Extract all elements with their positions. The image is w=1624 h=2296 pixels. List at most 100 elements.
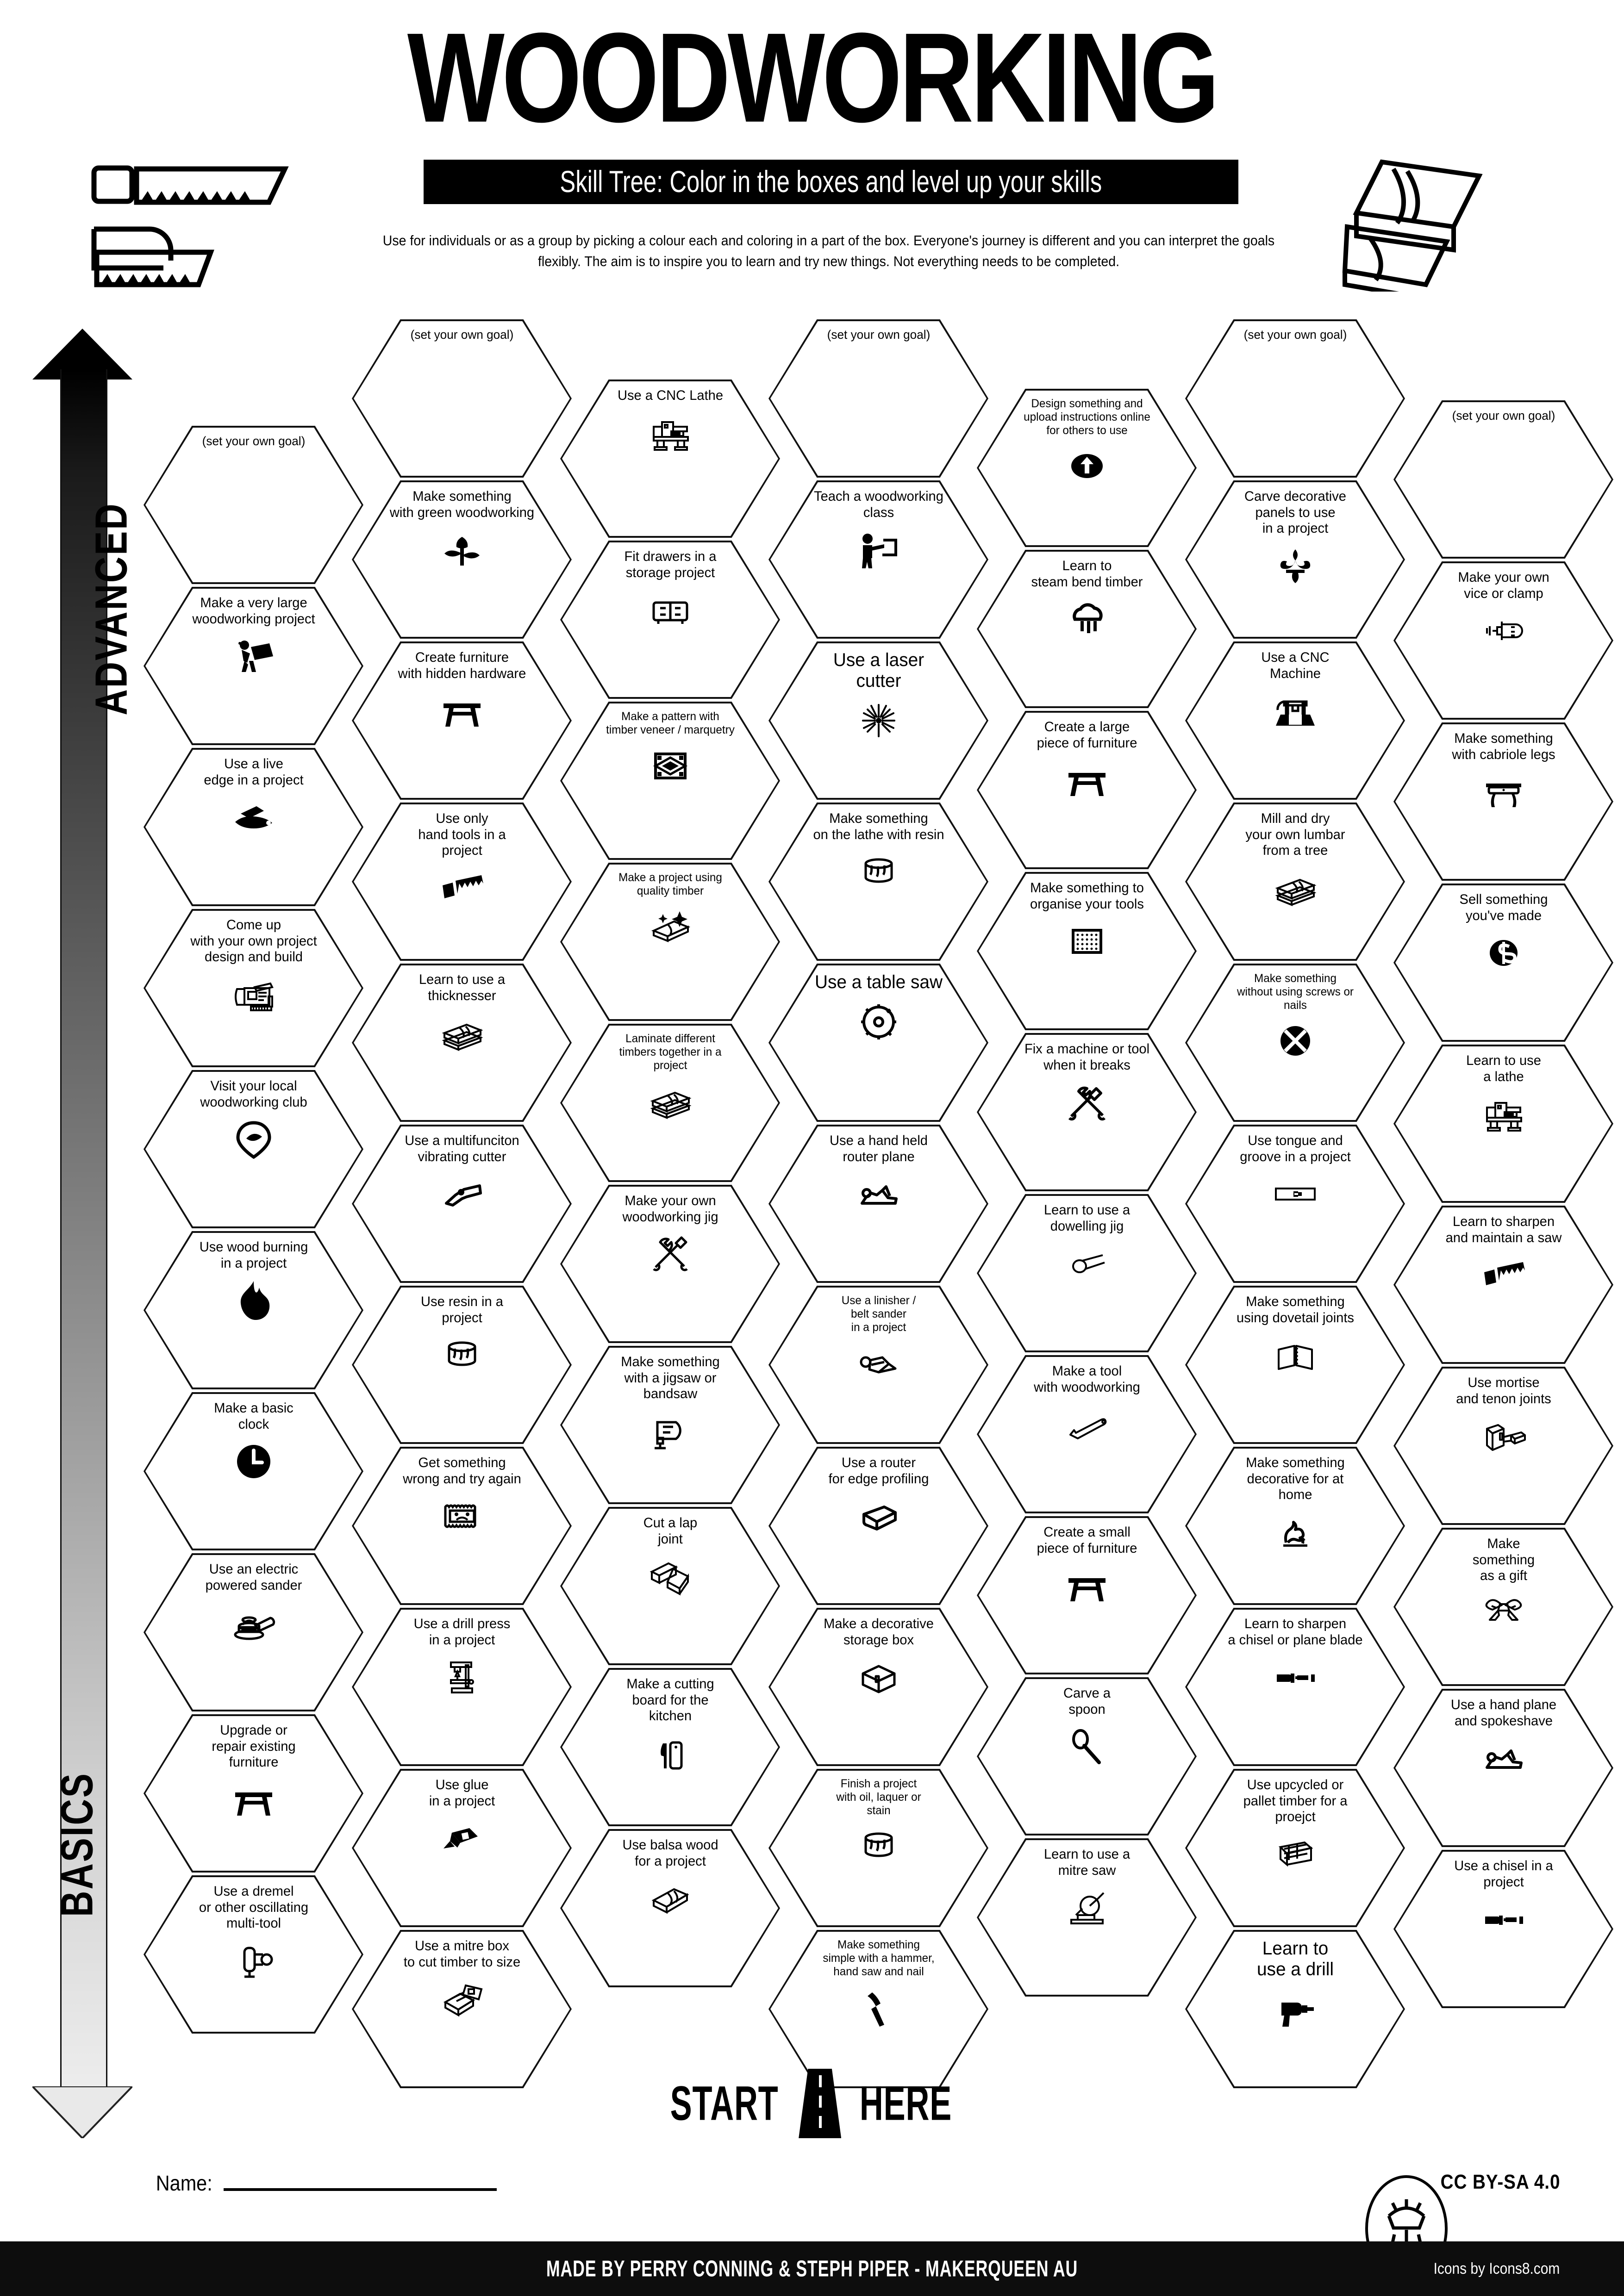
skill-hex[interactable]: Make something using dovetail joints — [1185, 1286, 1405, 1444]
skill-hex[interactable]: Use a table saw — [768, 964, 988, 1122]
skill-hex[interactable]: Make a tool with woodworking — [977, 1355, 1197, 1513]
skill-hex[interactable]: (set your own goal) — [352, 319, 572, 478]
skill-hex[interactable]: Mill and dry your own lumbar from a tree — [1185, 803, 1405, 961]
skill-label: Finish a project with oil, laquer or stain — [836, 1777, 921, 1817]
skill-hex[interactable]: Come up with your own project design and b… — [144, 909, 363, 1067]
skill-hex[interactable]: Make something to organise your tools — [977, 872, 1197, 1030]
skill-hex[interactable]: Use a multifunciton vibrating cutter — [352, 1125, 572, 1283]
skill-hex[interactable]: Create furniture with hidden hardware — [352, 641, 572, 800]
skill-hex[interactable]: Design something and upload instructions … — [977, 389, 1197, 547]
skill-hex[interactable]: Get something wrong and try again — [352, 1447, 572, 1605]
skill-hex[interactable]: Fit drawers in a storage project — [560, 541, 780, 699]
skill-label: Teach a woodworking class — [813, 489, 943, 520]
skill-hex[interactable]: Make something with cabriole legs — [1393, 722, 1613, 881]
skill-hex[interactable]: Learn to use a mitre saw — [977, 1838, 1197, 1997]
skill-hex[interactable]: Fix a machine or tool when it breaks — [977, 1033, 1197, 1191]
skill-label: Make a very large woodworking project — [192, 595, 315, 627]
skill-hex[interactable]: Make something with a jigsaw or bandsaw — [560, 1346, 780, 1504]
skill-hex[interactable]: Teach a woodworking class — [768, 480, 988, 639]
skill-hex[interactable]: Carve decorative panels to use in a projec… — [1185, 480, 1405, 639]
skill-hex[interactable]: Use resin in a project — [352, 1286, 572, 1444]
skill-hex[interactable]: Finish a project with oil, laquer or stain — [768, 1769, 988, 1927]
hex-content: Create a small piece of furniture — [977, 1516, 1197, 1674]
skill-hex[interactable]: Make something simple with a hammer, hand … — [768, 1930, 988, 2088]
skill-hex[interactable]: Use a router for edge profiling — [768, 1447, 988, 1605]
hex-content: Make a decorative storage box — [768, 1608, 988, 1766]
skill-hex[interactable]: Learn to sharpen and maintain a saw — [1393, 1206, 1613, 1364]
skill-hex[interactable]: Use a live edge in a project — [144, 748, 363, 906]
hex-content: Use an electric powered sander — [144, 1553, 363, 1711]
skill-hex[interactable]: Learn to use a lathe — [1393, 1045, 1613, 1203]
skill-hex[interactable]: Use a CNC Machine — [1185, 641, 1405, 800]
skill-hex[interactable]: Make your own vice or clamp — [1393, 561, 1613, 720]
skill-hex[interactable]: Create a large piece of furniture — [977, 711, 1197, 869]
skill-hex[interactable]: Visit your local woodworking club — [144, 1070, 363, 1228]
hex-content: Get something wrong and try again — [352, 1447, 572, 1605]
hex-fill — [979, 1840, 1195, 1995]
skill-hex[interactable]: Use wood burning in a project — [144, 1231, 363, 1389]
spanner-screwdriver-icon — [1059, 1077, 1115, 1128]
skill-hex[interactable]: Make something on the lathe with resin — [768, 803, 988, 961]
hex-content: (set your own goal) — [768, 319, 988, 478]
skill-hex[interactable]: Cut a lap joint — [560, 1507, 780, 1665]
skill-hex[interactable]: Learn to use a dowelling jig — [977, 1194, 1197, 1352]
skill-hex[interactable]: (set your own goal) — [1393, 400, 1613, 559]
skill-label: Use glue in a project — [429, 1777, 495, 1809]
skill-label: Learn to use a drill — [1256, 1938, 1334, 1979]
skill-hex[interactable]: Make something as a gift — [1393, 1528, 1613, 1686]
skill-label: Create a small piece of furniture — [1037, 1524, 1137, 1556]
skill-hex[interactable]: Use balsa wood for a project — [560, 1829, 780, 1987]
skill-hex[interactable]: Use a hand held router plane — [768, 1125, 988, 1283]
skill-hex[interactable]: Use a laser cutter — [768, 641, 988, 800]
skill-hex[interactable]: Learn to sharpen a chisel or plane blade — [1185, 1608, 1405, 1766]
pallet-icon — [1268, 1829, 1323, 1880]
skill-hex[interactable]: Use a linisher / belt sander in a project — [768, 1286, 988, 1444]
skill-hex[interactable]: (set your own goal) — [144, 426, 363, 584]
skill-hex[interactable]: Use a drill press in a project — [352, 1608, 572, 1766]
skill-label: (set your own goal) — [410, 328, 513, 342]
skill-hex[interactable]: Carve a spoon — [977, 1677, 1197, 1836]
skill-hex[interactable]: Make a cutting board for the kitchen — [560, 1668, 780, 1826]
skill-hex[interactable]: Use a chisel in a project — [1393, 1850, 1613, 2008]
name-input-line[interactable] — [224, 2188, 497, 2191]
hex-fill — [979, 1518, 1195, 1673]
skill-hex[interactable]: Make something decorative for at home — [1185, 1447, 1405, 1605]
person-carrying-board-icon — [226, 631, 281, 682]
skill-hex[interactable]: Use mortise and tenon joints — [1393, 1367, 1613, 1525]
drill-press-icon — [434, 1652, 490, 1703]
skill-hex[interactable]: (set your own goal) — [1185, 319, 1405, 478]
skill-hex[interactable]: Use an electric powered sander — [144, 1553, 363, 1711]
flame-icon — [226, 1275, 281, 1326]
skill-hex[interactable]: Make a decorative storage box — [768, 1608, 988, 1766]
skill-hex[interactable]: Use a mitre box to cut timber to size — [352, 1930, 572, 2088]
skill-hex[interactable]: Upgrade or repair existing furniture — [144, 1714, 363, 1873]
skill-hex[interactable]: Use a hand plane and spokeshave — [1393, 1689, 1613, 1847]
skill-hex[interactable]: Use a dremel or other oscillating multi-to… — [144, 1875, 363, 2034]
skill-hex[interactable]: Sell something you've made — [1393, 884, 1613, 1042]
skill-label: Use a linisher / belt sander in a project — [841, 1294, 916, 1334]
hex-content: (set your own goal) — [144, 426, 363, 584]
skill-hex[interactable]: Learn to use a thicknesser — [352, 964, 572, 1122]
skill-hex[interactable]: Use glue in a project — [352, 1769, 572, 1927]
skill-hex[interactable]: Make a basic clock — [144, 1392, 363, 1550]
skill-hex[interactable]: Make something without using screws or nai… — [1185, 964, 1405, 1122]
skill-label: Learn to sharpen a chisel or plane blade — [1227, 1616, 1363, 1648]
hex-content: Use upcycled or pallet timber for a proejc… — [1185, 1769, 1405, 1927]
name-field-row[interactable]: Name: — [153, 2171, 497, 2196]
skill-hex[interactable]: Learn to steam bend timber — [977, 550, 1197, 708]
skill-hex[interactable]: Use tongue and groove in a project — [1185, 1125, 1405, 1283]
skill-hex[interactable]: Make something with green woodworking — [352, 480, 572, 639]
skill-hex[interactable]: Use only hand tools in a project — [352, 803, 572, 961]
hex-fill — [979, 1679, 1195, 1834]
hex-content: Carve decorative panels to use in a projec… — [1185, 480, 1405, 639]
skill-hex[interactable]: Make your own woodworking jig — [560, 1185, 780, 1343]
skill-hex[interactable]: Learn to use a drill — [1185, 1930, 1405, 2088]
skill-hex[interactable]: Create a small piece of furniture — [977, 1516, 1197, 1674]
skill-hex[interactable]: Use upcycled or pallet timber for a proejc… — [1185, 1769, 1405, 1927]
skill-hex[interactable]: Make a very large woodworking project — [144, 587, 363, 745]
skill-hex[interactable]: Use a CNC Lathe — [560, 380, 780, 538]
skill-hex[interactable]: Make a pattern with timber veneer / marqu… — [560, 702, 780, 860]
skill-hex[interactable]: (set your own goal) — [768, 319, 988, 478]
skill-hex[interactable]: Make a project using quality timber — [560, 863, 780, 1021]
